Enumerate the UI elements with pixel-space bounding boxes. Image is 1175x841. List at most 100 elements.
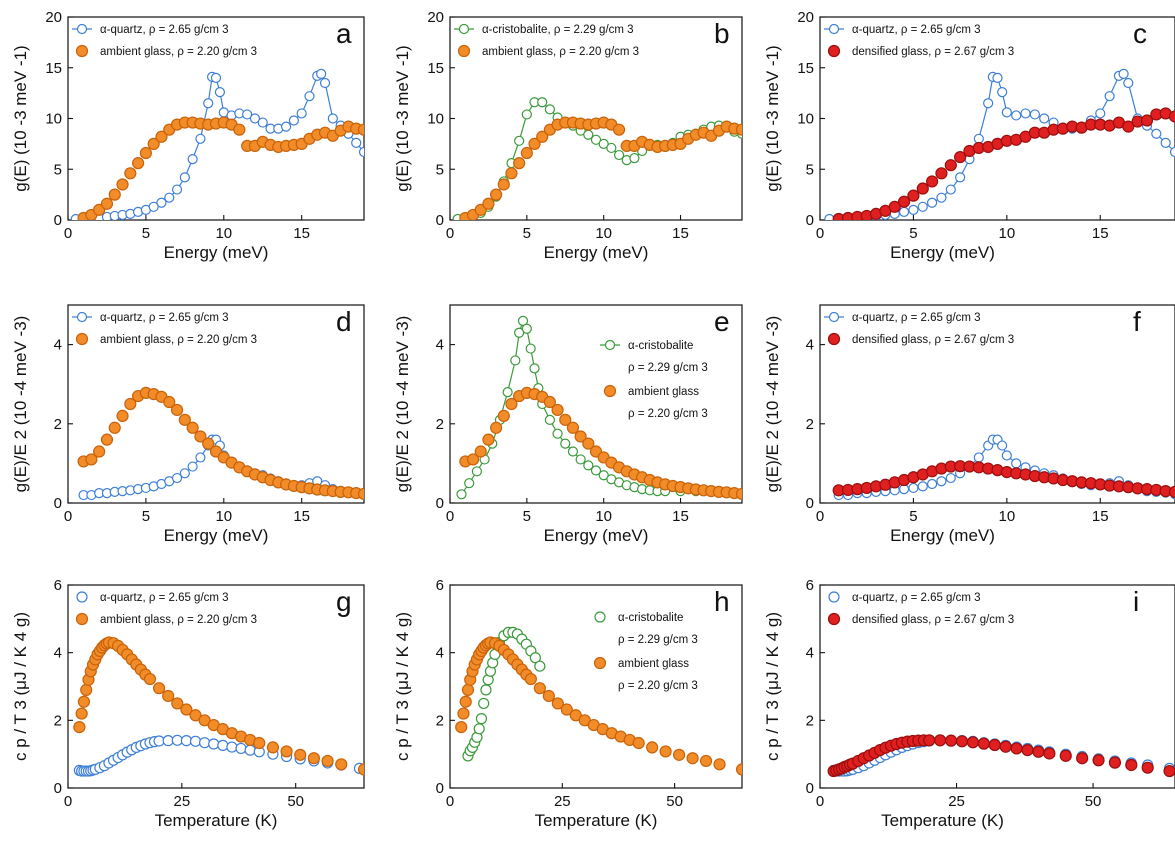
plot-frame xyxy=(67,584,365,789)
data-point xyxy=(108,421,121,434)
data-point xyxy=(1104,91,1115,102)
data-point xyxy=(934,734,947,747)
x-tick-label: 5 xyxy=(142,508,150,525)
x-tick-label: 25 xyxy=(554,793,571,810)
x-tick-label: 0 xyxy=(446,508,454,525)
x-tick-label: 50 xyxy=(287,793,304,810)
plot-frame xyxy=(819,584,1175,789)
data-point xyxy=(482,197,495,210)
y-tick-label: 0 xyxy=(54,780,62,797)
data-point xyxy=(244,744,256,756)
data-point xyxy=(898,206,910,217)
data-point xyxy=(143,672,157,686)
data-point xyxy=(935,167,948,180)
x-axis-label: Energy (meV) xyxy=(164,526,269,545)
legend-density: ρ = 2.29 g/cm 3 xyxy=(618,634,698,646)
panel-letter: d xyxy=(336,306,352,337)
data-point xyxy=(1169,146,1175,158)
y-tick-label: 0 xyxy=(806,780,814,797)
data-point xyxy=(163,395,176,409)
y-axis-label: g(E)/E 2 (10 -4 meV -3) xyxy=(393,316,412,493)
data-point xyxy=(505,167,518,180)
data-point xyxy=(80,683,93,696)
data-point xyxy=(1020,108,1031,119)
data-point xyxy=(945,184,956,195)
data-point xyxy=(543,395,556,409)
panel-e: 0 5 10 15 0 2 4 Energy (meV) g(E)/E 2 (10 -4 meV… xyxy=(393,304,743,545)
x-tick-label: 0 xyxy=(64,508,72,525)
legend: α-quartz, ρ = 2.65 g/cm 3 densified glass… xyxy=(827,591,1014,626)
y-tick-label: 6 xyxy=(436,577,444,594)
panel-c: 0 5 10 15 0 5 10 15 20 Energy (meV) g(E) (10 -3 me… xyxy=(763,9,1175,262)
data-point xyxy=(1039,113,1050,124)
x-tick-label: 25 xyxy=(174,793,191,810)
x-tick-label: 0 xyxy=(816,793,824,810)
data-point xyxy=(926,175,939,188)
x-tick-label: 10 xyxy=(595,508,612,525)
plot-area xyxy=(452,97,742,220)
y-tick-label: 20 xyxy=(797,9,814,26)
data-point xyxy=(908,482,919,494)
data-point xyxy=(575,454,586,465)
data-point xyxy=(999,740,1012,753)
legend-label: α-cristobalite xyxy=(618,612,683,624)
data-point xyxy=(552,428,563,439)
data-point xyxy=(544,104,555,115)
panel-i: 0 25 50 0 2 4 6 Temperature (K) c p / T 3 (μJ / … xyxy=(763,577,1175,830)
y-tick-label: 15 xyxy=(427,60,444,77)
data-point xyxy=(187,154,198,165)
data-point xyxy=(85,453,98,466)
y-axis-label: g(E) (10 -3 meV -1) xyxy=(11,45,30,191)
data-point xyxy=(973,452,984,463)
plot-area xyxy=(70,68,364,220)
data-point xyxy=(124,397,137,411)
data-point xyxy=(257,117,268,128)
panel-letter: c xyxy=(1133,18,1147,49)
data-point xyxy=(632,736,645,750)
y-tick-label: 2 xyxy=(54,416,62,433)
legend: α-quartz, ρ = 2.65 g/cm 3 ambient glass, … xyxy=(75,591,257,626)
legend-marker xyxy=(604,339,616,351)
y-axis-label: c p / T 3 (μJ / K 4 g) xyxy=(11,612,30,761)
data-point xyxy=(514,135,525,146)
data-point xyxy=(478,697,490,710)
legend-label: ambient glass xyxy=(618,658,689,670)
y-axis-label: g(E)/E 2 (10 -4 meV -3) xyxy=(763,316,782,493)
legend-label: α-quartz, ρ = 2.65 g/cm 3 xyxy=(100,592,229,604)
data-point xyxy=(189,735,202,747)
data-point xyxy=(944,159,957,172)
data-point xyxy=(927,478,938,490)
data-point xyxy=(116,178,129,191)
data-point xyxy=(319,77,331,89)
legend-label: α-quartz, ρ = 2.65 g/cm 3 xyxy=(852,592,981,604)
data-point xyxy=(148,201,159,212)
data-point xyxy=(936,192,947,203)
data-point xyxy=(613,149,625,161)
data-point xyxy=(304,91,315,102)
x-axis-label: Temperature (K) xyxy=(881,811,1004,830)
panel-letter: b xyxy=(714,18,730,49)
data-point xyxy=(1032,745,1045,758)
legend-marker xyxy=(827,612,841,626)
data-point xyxy=(195,452,206,463)
legend: α-quartz, ρ = 2.65 g/cm 3 densified glass… xyxy=(824,23,1014,58)
data-point xyxy=(582,437,595,450)
legend-density: ρ = 2.20 g/cm 3 xyxy=(628,408,708,420)
data-point xyxy=(916,182,929,195)
x-tick-label: 25 xyxy=(948,793,965,810)
data-point xyxy=(1123,77,1134,89)
legend-marker xyxy=(828,591,840,603)
x-axis-label: Energy (meV) xyxy=(890,243,995,262)
data-point xyxy=(194,430,207,443)
data-point xyxy=(288,115,299,126)
plot-area xyxy=(73,636,364,777)
data-point xyxy=(520,146,533,160)
legend: α-cristobalite ρ = 2.29 g/cm 3 ambient gla… xyxy=(600,339,708,420)
y-tick-label: 10 xyxy=(797,111,814,128)
data-point xyxy=(1001,107,1012,118)
y-tick-label: 10 xyxy=(45,111,62,128)
data-point xyxy=(132,157,145,170)
data-point xyxy=(162,735,174,747)
data-point xyxy=(524,672,537,686)
x-tick-label: 5 xyxy=(523,225,531,242)
